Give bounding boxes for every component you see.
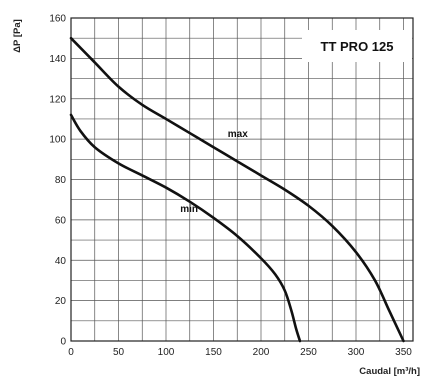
x-tick-label: 0 — [68, 347, 74, 358]
y-axis-ticks: 0 20 40 60 80 100 120 140 160 — [49, 14, 66, 348]
x-tick-label: 50 — [113, 347, 125, 358]
x-tick-label: 350 — [395, 347, 412, 358]
y-axis-title: ΔP [Pa] — [12, 19, 23, 53]
x-tick-label: 250 — [300, 347, 317, 358]
y-tick-label: 100 — [49, 135, 66, 146]
plot-border — [70, 17, 414, 342]
y-tick-label: 160 — [49, 14, 66, 25]
y-tick-label: 140 — [49, 54, 66, 65]
x-tick-label: 150 — [205, 347, 222, 358]
grid — [71, 18, 413, 341]
y-tick-label: 20 — [55, 296, 67, 307]
x-tick-label: 200 — [253, 347, 270, 358]
x-tick-label: 300 — [348, 347, 365, 358]
y-tick-label: 40 — [55, 256, 67, 267]
series-line-max — [69, 36, 405, 343]
y-tick-label: 120 — [49, 94, 66, 105]
x-axis-title: Caudal [m³/h] — [359, 366, 420, 376]
series-line-min — [69, 113, 302, 343]
y-tick-label: 0 — [60, 337, 66, 348]
y-tick-label: 80 — [55, 175, 67, 186]
series-lines — [69, 36, 405, 343]
plot-frame — [70, 17, 414, 342]
series-label-max: max — [228, 129, 248, 140]
x-axis-ticks: 0 50 100 150 200 250 300 350 — [68, 347, 412, 358]
model-badge-label: TT PRO 125 — [321, 39, 394, 54]
series-labels: max min — [180, 129, 248, 215]
series-label-min: min — [180, 204, 198, 215]
model-badge: TT PRO 125 — [302, 30, 412, 62]
x-tick-label: 100 — [158, 347, 175, 358]
model-badge-box — [302, 30, 412, 62]
y-tick-label: 60 — [55, 215, 67, 226]
